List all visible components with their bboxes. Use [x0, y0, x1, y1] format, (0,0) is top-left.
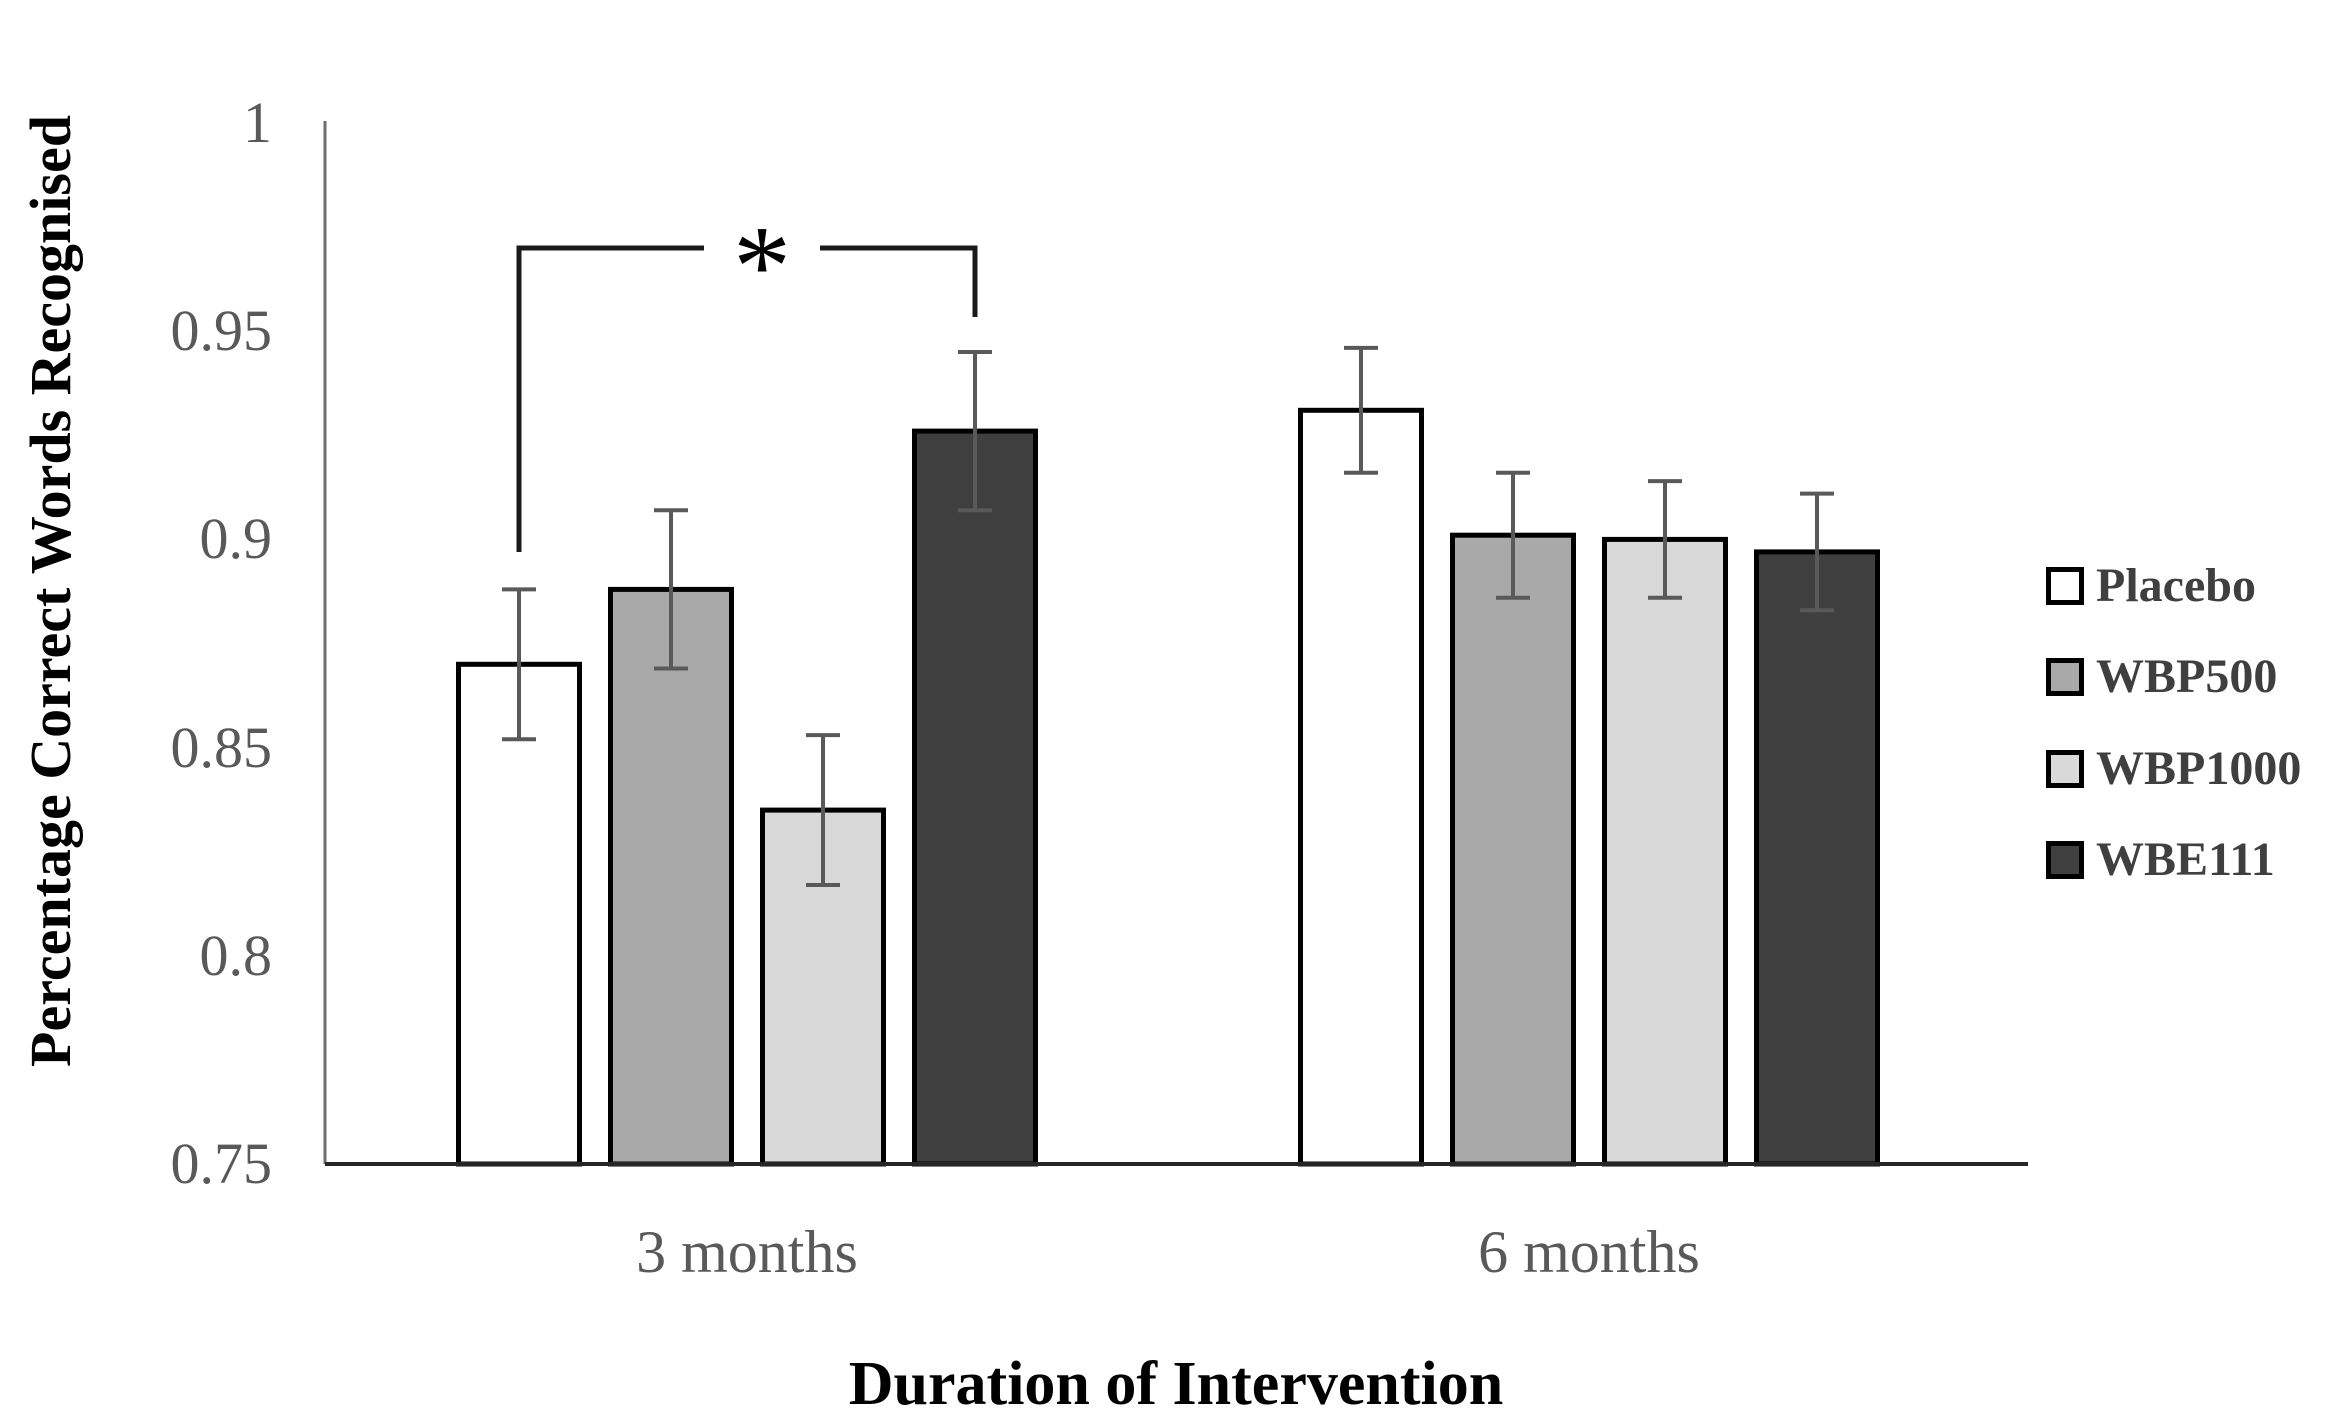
- x-axis-title: Duration of Intervention: [848, 1350, 1504, 1410]
- bar-wbp500-3-months: [608, 586, 734, 1167]
- y-tick-label-1: 1: [243, 90, 272, 155]
- bar-wbe111-3-months: [912, 428, 1038, 1167]
- y-tick-label-0.95: 0.95: [170, 298, 273, 363]
- legend-swatch-wbp500: [2046, 658, 2084, 696]
- y-tick-label-0.9: 0.9: [199, 506, 273, 571]
- legend-item-placebo: Placebo: [2046, 556, 2256, 616]
- legend-swatch-wbe111: [2046, 841, 2084, 879]
- legend-label-wbp500: WBP500: [2096, 650, 2278, 703]
- legend-swatch-wbp1000: [2046, 750, 2084, 788]
- y-tick-label-0.75: 0.75: [170, 1131, 273, 1196]
- legend-label-wbp1000: WBP1000: [2096, 742, 2302, 795]
- legend-label-wbe111: WBE111: [2096, 833, 2275, 886]
- bar-placebo-6-months: [1298, 407, 1424, 1167]
- bar-wbp500-6-months: [1450, 532, 1576, 1167]
- significance-bracket: [516, 245, 978, 552]
- bar-wbe111-6-months: [1754, 549, 1880, 1167]
- legend-item-wbp1000: WBP1000: [2046, 739, 2301, 799]
- y-tick-label-0.8: 0.8: [199, 923, 273, 988]
- legend-item-wbp500: WBP500: [2046, 647, 2277, 707]
- legend-label-placebo: Placebo: [2096, 559, 2256, 612]
- bar-wbp1000-6-months: [1602, 536, 1728, 1167]
- legend-item-wbe111: WBE111: [2046, 830, 2275, 890]
- legend-swatch-placebo: [2046, 567, 2084, 605]
- category-label-3-months: 3 months: [636, 1219, 858, 1285]
- significance-asterisk: *: [733, 203, 791, 331]
- y-tick-label-0.85: 0.85: [170, 715, 273, 780]
- category-label-6-months: 6 months: [1478, 1219, 1700, 1285]
- y-axis-title: Percentage Correct Words Recognised: [18, 115, 83, 1067]
